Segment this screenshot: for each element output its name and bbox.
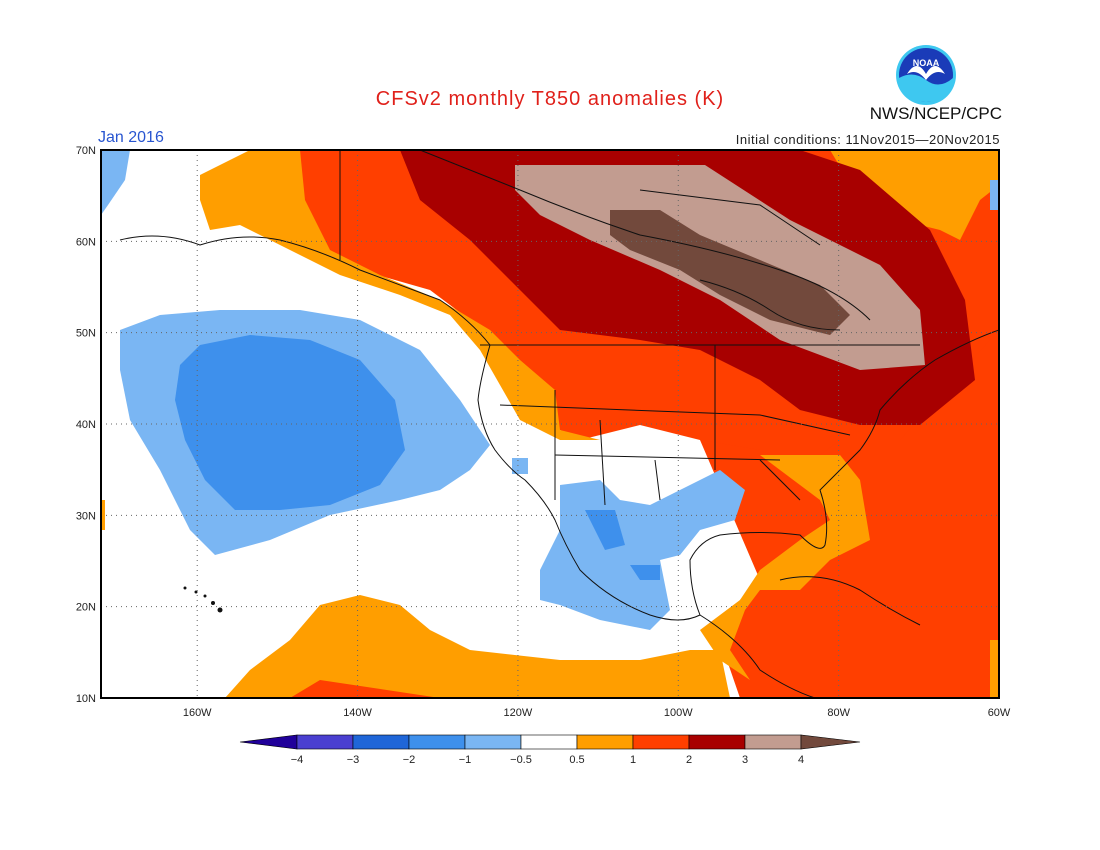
latitude-tick-label: 30N: [76, 510, 96, 522]
colorbar-box: [464, 734, 522, 750]
longitude-labels: 160W 140W 120W 100W 80W 60W: [183, 707, 1011, 719]
longitude-tick-label: 160W: [183, 707, 212, 719]
anomaly-region-orange-edge-west: [101, 500, 105, 530]
colorbar-tick-label: −0.5: [510, 754, 532, 766]
latitude-tick-label: 60N: [76, 236, 96, 248]
colorbar-tick-label: −1: [459, 754, 472, 766]
colorbar-tick-label: −3: [347, 754, 360, 766]
latitude-tick-label: 20N: [76, 602, 96, 614]
colorbar-boxes: [239, 734, 861, 750]
anomaly-region-orange-fringe-north: [200, 150, 600, 440]
forecast-month-label: Jan 2016: [98, 129, 164, 146]
logo-text: NOAA: [913, 58, 940, 68]
anomaly-region-cool-speck: [512, 458, 528, 474]
colorbar-arrow-high: [800, 734, 861, 750]
colorbar-box: [688, 734, 746, 750]
hawaii-islands-icon: [183, 586, 223, 613]
anomaly-region-orange-fringe-far-east: [830, 150, 999, 240]
colorbar-box: [632, 734, 690, 750]
colorbar-tick-label: 0.5: [569, 754, 584, 766]
agency-label: NWS/NCEP/CPC: [869, 104, 1002, 123]
colorbar-tick-label: −2: [403, 754, 416, 766]
colorbar-tick-label: −4: [291, 754, 304, 766]
colorbar-box: [744, 734, 802, 750]
anomaly-region-cool-pacific-core: [175, 335, 405, 510]
colorbar-tick-label: 2: [686, 754, 692, 766]
longitude-tick-label: 60W: [988, 707, 1011, 719]
latitude-tick-label: 40N: [76, 419, 96, 431]
colorbar-tick-label: 4: [798, 754, 804, 766]
chart-title: CFSv2 monthly T850 anomalies (K): [375, 88, 725, 110]
colorbar-labels: −4 −3 −2 −1 −0.5 0.5 1 2 3 4: [291, 754, 804, 766]
longitude-tick-label: 120W: [504, 707, 533, 719]
colorbar-box: [520, 734, 578, 750]
anomaly-region-cool-edge-east: [990, 180, 999, 210]
colorbar-box: [576, 734, 634, 750]
map-frame: [100, 149, 1000, 699]
anomaly-region-orange-edge-east: [990, 640, 999, 698]
anomaly-region-orange-fringe-east: [700, 455, 870, 680]
anomaly-region-cool-arctic: [101, 150, 130, 215]
latitude-tick-label: 50N: [76, 328, 96, 340]
colorbar-arrow-low: [239, 734, 298, 750]
anomaly-region-warm-pacific-south: [290, 680, 440, 698]
colorbar-tick-label: 1: [630, 754, 636, 766]
noaa-logo-icon: NOAA: [896, 45, 956, 105]
colorbar-box: [296, 734, 354, 750]
colorbar-box: [352, 734, 410, 750]
latitude-tick-label: 10N: [76, 693, 96, 705]
latitude-labels: 70N 60N 50N 40N 30N 20N 10N: [76, 145, 96, 705]
longitude-tick-label: 140W: [343, 707, 372, 719]
coastlines: [119, 150, 999, 698]
longitude-tick-label: 80W: [827, 707, 850, 719]
longitude-tick-label: 100W: [664, 707, 693, 719]
anomaly-region-orange-pacific-south: [225, 595, 730, 698]
anomaly-region-cool-small-1: [585, 510, 625, 550]
colorbar-box: [408, 734, 466, 750]
initial-conditions-label: Initial conditions: 11Nov2015—20Nov2015: [735, 132, 1000, 147]
latitude-tick-label: 70N: [76, 145, 96, 157]
anomaly-region-cool-small-2: [630, 565, 660, 580]
colorbar-tick-label: 3: [742, 754, 748, 766]
